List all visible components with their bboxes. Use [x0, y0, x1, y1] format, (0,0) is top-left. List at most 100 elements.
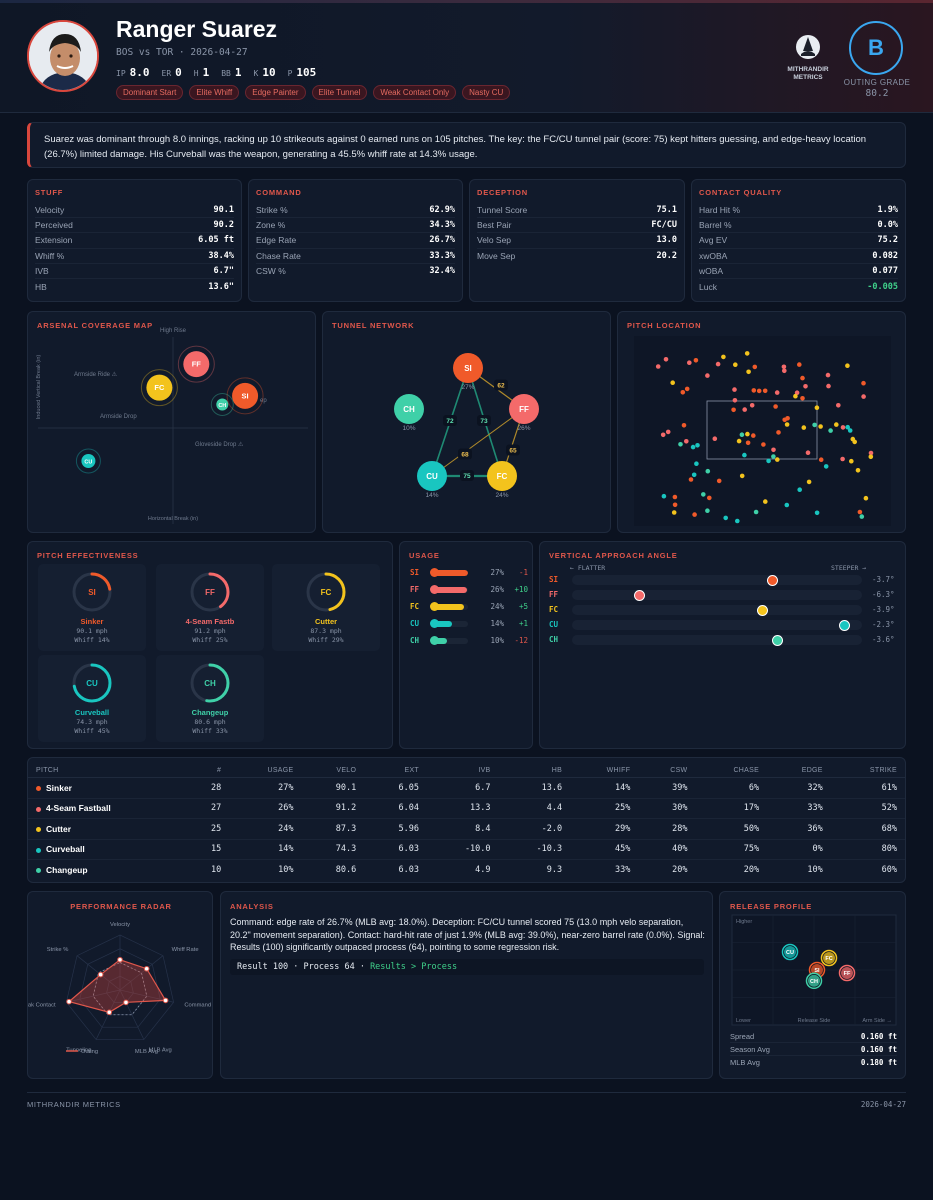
usage-bar: [434, 620, 468, 627]
column-header: CHASE: [695, 764, 768, 778]
pitch-dot-si: [672, 494, 678, 500]
radar-point: [106, 1009, 113, 1016]
pitch-dot-fc: [744, 351, 750, 356]
usage-dot: [430, 619, 439, 628]
table-cell: 75%: [695, 839, 768, 860]
usage-bar-fill: [434, 569, 468, 576]
pitch-dot-ch: [753, 509, 759, 515]
pitch-si-marker: [232, 382, 259, 409]
vaa-title: VERTICAL APPROACH ANGLE: [549, 551, 678, 560]
usage-list: SI 27% -1 FF 26% +10 FC 24% +5 CU 14% +1 CH 10% -12: [410, 564, 530, 649]
usage-bar: [434, 586, 468, 593]
vaa-track: [572, 575, 862, 586]
table-cell: 87.3: [301, 818, 365, 840]
pitch-dot-ff: [715, 361, 721, 367]
row-value: 32.4%: [429, 266, 455, 277]
tunnel-node-label: CH: [403, 405, 415, 414]
pitch-ch-marker: [216, 398, 229, 411]
pitch-dot-ff: [840, 425, 846, 430]
ring-fill: [72, 572, 112, 612]
pitch-dot-si: [751, 388, 757, 393]
grade-label: OUTING GRADE: [843, 78, 911, 87]
tunnel-node-pct: 10%: [402, 425, 415, 432]
x-axis-label: Horizontal Break (in): [148, 516, 198, 522]
ring-fill: [306, 572, 346, 612]
row-value: 90.2: [213, 220, 234, 231]
arsenal-title: ARSENAL COVERAGE MAP: [37, 321, 153, 330]
stuff-row: IVB 6.7": [35, 264, 234, 279]
usage-row-ch: CH 10% -12: [410, 632, 530, 649]
stat-er: ER 0: [162, 66, 182, 79]
vaa-row-cu: CU -2.3°: [540, 619, 897, 631]
usage-delta: +5: [518, 602, 528, 611]
table-cell: 20%: [672, 865, 688, 875]
release-row-label: Spread: [730, 1031, 755, 1041]
effect-name: 4-Seam Fastb: [185, 617, 235, 626]
table-cell: -2.0: [498, 818, 571, 840]
effect-whiff: Whiff 14%: [74, 636, 110, 644]
pitch-dot-fc: [670, 380, 675, 385]
pitch-dot-ff: [771, 447, 776, 453]
contact-row: xwOBA 0.082: [699, 249, 898, 264]
stat-key: ER: [161, 69, 172, 78]
row-value: 38.4%: [208, 250, 234, 261]
pitch-dot-fc: [745, 431, 750, 437]
pitch-dot-ff: [732, 387, 737, 392]
analysis-text: Command: edge rate of 26.7% (MLB avg: 18…: [230, 917, 705, 952]
tunnel-node-label: FF: [519, 405, 529, 414]
effect-velo: 90.1 mph: [76, 627, 108, 635]
usage-bar: [434, 569, 468, 576]
release-ch-fill: [808, 974, 820, 987]
footer-date: 2026-04-27: [860, 1100, 906, 1109]
radar-grid: [106, 975, 134, 1003]
table-row: 4-Seam Fastball 27 26% 91.2 6.04 13.3 4.4 25% 30…: [28, 798, 905, 819]
row-label: Best Pair: [477, 220, 512, 231]
pitch-dot-ch: [678, 442, 683, 447]
pitch-dot-fc: [793, 393, 798, 399]
pitch-dot-si: [818, 457, 824, 462]
pitch-color-dot: [36, 847, 41, 853]
usage-bar-fill: [434, 586, 467, 593]
effect-whiff: Whiff 29%: [308, 636, 344, 644]
vaa-marker: [766, 575, 778, 586]
stat-p: P 105: [288, 66, 317, 79]
pitch-dot-ff: [840, 456, 845, 462]
pitch-dot-si: [762, 388, 768, 394]
release-row: Spread 0.160 ft: [730, 1030, 897, 1043]
ring-code: SI: [88, 588, 96, 597]
table-cell: 39%: [638, 777, 696, 799]
legend-outing-label: Outing: [81, 1049, 98, 1055]
row-label: Velocity: [35, 205, 65, 216]
vaa-row-ff: FF -6.3°: [540, 589, 897, 601]
pitch-dot-si: [716, 478, 722, 484]
radar-axis-label: Weak Contact: [28, 1003, 56, 1009]
column-header: STRIKE: [830, 764, 905, 778]
pitch-dot-ch: [771, 454, 776, 459]
pitch-dot-ff: [732, 398, 738, 403]
table-row: Sinker 28 27% 90.1 6.05 6.7 13.6 14% 39% 6% 32% 61%: [28, 777, 905, 799]
row-label: Move Sep: [477, 251, 516, 262]
pitch-dot-fc: [814, 405, 820, 410]
effect-ring: FC: [306, 572, 346, 612]
table-cell: 6.03: [398, 865, 419, 875]
table-cell: 5.96: [364, 818, 427, 840]
table-cell: 36%: [767, 818, 831, 840]
row-label: xwOBA: [699, 250, 728, 261]
radar-axis-label: Command: [184, 1003, 211, 1009]
vaa-marker: [838, 620, 850, 631]
table-cell: 0%: [767, 839, 831, 860]
effect-ring: CH: [190, 663, 230, 703]
pitch-dot-fc: [834, 422, 839, 427]
vaa-rows: SI -3.7° FF -6.3° FC -3.9° CU -2.3° CH -3.6°: [540, 574, 907, 654]
tunnel-score-bg: [458, 448, 472, 460]
usage-pct: 10%: [490, 636, 504, 645]
pitch-si-label: SI: [242, 391, 249, 400]
pitch-dot-fc: [739, 473, 745, 479]
release-higher-label: Higher: [736, 919, 752, 925]
usage-dot: [430, 585, 439, 594]
tunnel-score: 65: [509, 448, 517, 455]
radar-point: [123, 999, 129, 1006]
table-cell: 4.4: [498, 798, 571, 819]
column-header: USAGE: [229, 764, 302, 778]
pitch-dot-si: [692, 512, 697, 517]
